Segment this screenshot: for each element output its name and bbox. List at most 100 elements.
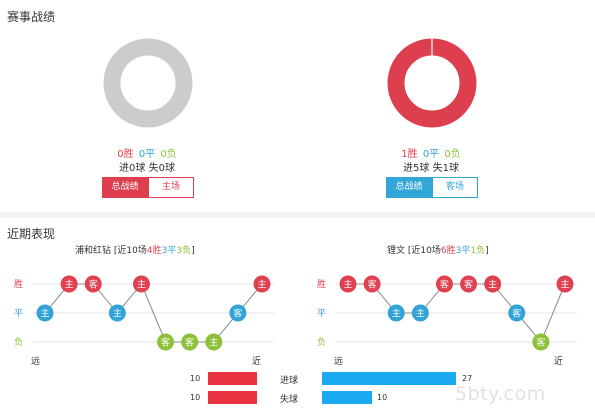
away-venue-label-7: 主: [488, 279, 497, 291]
home-result-point-6: [157, 333, 175, 351]
goals-against-home-value: 10: [190, 393, 201, 402]
goals-for-away-bar: [322, 372, 456, 385]
home-summary-losses: 3负: [176, 246, 192, 256]
home-result-point-3: [84, 275, 102, 293]
away-venue-label-1: 主: [343, 279, 352, 291]
goals-for-home-value: 10: [190, 374, 201, 383]
away-tab-total[interactable]: 总战绩: [386, 177, 432, 198]
home-donut-chart: 暂无数据: [103, 38, 193, 128]
goals-for-home-bar: [208, 372, 257, 385]
goals-for-label: 进球: [280, 376, 299, 386]
home-venue-label-10: 主: [257, 279, 266, 291]
recent-panel: 近期表现 浦和红钻 [近10场4胜3平3负] 锂文 [近10场6胜3平1负] 胜…: [0, 218, 595, 414]
away-result-point-8: [508, 304, 526, 322]
away-summary-wins: 6胜: [440, 246, 456, 256]
away-venue-label-10: 主: [560, 279, 569, 291]
home-result-point-8: [205, 333, 223, 351]
home-tab-group: 总战绩 主场: [102, 177, 194, 198]
away-summary-draws: 3平: [455, 246, 471, 256]
away-venue-label-2: 客: [368, 279, 377, 291]
home-venue-label-8: 主: [209, 337, 218, 349]
away-trend-line: [348, 283, 566, 343]
home-axis-draw: 平: [14, 309, 24, 319]
home-venue-label-5: 主: [137, 279, 146, 291]
home-near-label: 近: [252, 357, 262, 367]
home-venue-label-1: 主: [40, 308, 49, 320]
away-trend-title: 锂文 [近10场6胜3平1负]: [387, 243, 489, 256]
home-result-point-10: [253, 275, 271, 293]
home-axis-win: 胜: [14, 280, 24, 290]
home-result-point-2: [60, 275, 78, 293]
home-far-label: 远: [31, 357, 41, 367]
away-loss-count: 0负: [444, 149, 461, 160]
away-result-point-2: [363, 275, 381, 293]
away-goals-line: 进5球 失1球: [403, 163, 459, 174]
away-team-name: 锂文: [387, 246, 406, 256]
home-venue-label-6: 客: [161, 337, 170, 349]
goals-for-away-value: 27: [462, 374, 473, 383]
home-record-line: 0胜 0平 0负: [47, 145, 247, 160]
home-venue-label-7: 客: [185, 337, 194, 349]
away-venue-label-6: 客: [464, 279, 473, 291]
away-axis-draw: 平: [317, 309, 327, 319]
away-donut-chart: [387, 38, 477, 128]
away-result-point-1: [339, 275, 357, 293]
away-result-point-4: [411, 304, 429, 322]
home-venue-label-4: 主: [113, 308, 122, 320]
recent-title: 近期表现: [7, 227, 56, 241]
away-near-label: 近: [554, 357, 564, 367]
home-trend-line: [44, 283, 263, 343]
home-trend-chart: 主主 客主主客客主客主: [33, 275, 274, 351]
away-result-point-6: [460, 275, 478, 293]
away-venue-label-3: 主: [392, 308, 401, 320]
home-venue-label-3: 客: [89, 279, 98, 291]
home-summary-pre: [近10场: [113, 246, 147, 256]
away-venue-label-8: 客: [512, 308, 521, 320]
away-summary-losses: 1负: [470, 246, 486, 256]
away-axis-win: 胜: [317, 280, 327, 290]
away-summary-post: ]: [485, 246, 489, 256]
home-donut-empty-label: 暂无数据: [129, 79, 166, 89]
away-axis-loss: 负: [317, 338, 327, 348]
away-venue-label-4: 主: [416, 308, 425, 320]
home-tab-total[interactable]: 总战绩: [102, 177, 148, 198]
away-result-point-3: [387, 304, 405, 322]
away-record-line: 1胜 0平 0负: [331, 145, 531, 160]
home-win-count: 0胜: [117, 149, 134, 160]
away-venue-label-5: 客: [440, 279, 449, 291]
record-panel: 赛事战绩 暂无数据 0胜 0平 0负 进0球 失0球 总战绩 主场 1胜: [0, 0, 595, 212]
recent-trend-charts: 主主 客主主客客主客主 主客主 主客客主客客主: [33, 275, 577, 351]
home-summary-post: ]: [191, 246, 195, 256]
home-result-point-4: [108, 304, 126, 322]
away-result-point-10: [556, 275, 574, 293]
away-tab-away[interactable]: 客场: [432, 177, 478, 198]
record-title: 赛事战绩: [7, 10, 56, 24]
home-tab-home[interactable]: 主场: [148, 177, 194, 198]
home-team-name: 浦和红钻: [75, 246, 112, 256]
home-draw-count: 0平: [138, 149, 156, 160]
away-summary-pre: [近10场: [407, 246, 441, 256]
home-result-point-1: [36, 304, 54, 322]
away-result-point-9: [532, 333, 550, 351]
home-goals-line: 进0球 失0球: [119, 163, 175, 174]
home-trend-title: 浦和红钻 [近10场4胜3平3负]: [75, 243, 195, 256]
goals-against-away-bar: [322, 391, 372, 404]
away-venue-label-9: 客: [536, 337, 545, 349]
away-result-point-7: [484, 275, 502, 293]
home-result-point-5: [132, 275, 150, 293]
away-win-count: 1胜: [401, 149, 418, 160]
watermark: 5bty.com: [455, 383, 546, 405]
away-far-label: 远: [334, 357, 344, 367]
home-venue-label-2: 主: [65, 279, 74, 291]
home-result-point-7: [181, 333, 199, 351]
home-axis-loss: 负: [14, 338, 24, 348]
goals-against-away-value: 10: [377, 393, 388, 402]
home-result-point-9: [229, 304, 247, 322]
home-summary-wins: 4胜: [146, 246, 162, 256]
away-result-point-5: [435, 275, 453, 293]
home-summary-draws: 3平: [161, 246, 177, 256]
away-draw-count: 0平: [422, 149, 440, 160]
home-loss-count: 0负: [160, 149, 177, 160]
away-trend-chart: 主客主 主客客主客客主: [336, 275, 577, 351]
away-tab-group: 总战绩 客场: [386, 177, 478, 198]
